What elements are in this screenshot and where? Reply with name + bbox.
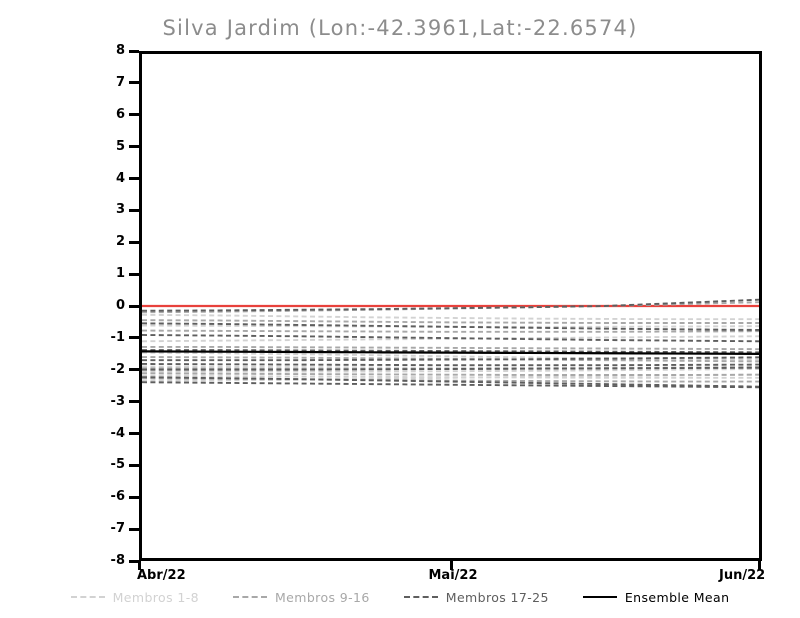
series-line	[142, 357, 759, 360]
y-tick-label: 8	[115, 43, 125, 58]
series-line	[142, 382, 759, 387]
y-tick-label: -1	[110, 329, 125, 345]
series-line	[142, 357, 759, 361]
legend-item[interactable]: Membros 17-25	[403, 589, 549, 605]
chart-legend: Membros 1-8 Membros 9-16 Membros 17-25 Ense…	[0, 587, 800, 607]
y-tick-label: 6	[115, 106, 125, 122]
y-tick-label: 2	[115, 234, 125, 250]
x-tick-label: Abr/22	[137, 568, 186, 583]
y-tick-label: -2	[110, 361, 125, 377]
series-line	[142, 300, 759, 311]
series-line	[142, 323, 759, 330]
series-line	[142, 364, 759, 365]
legend-swatch-icon	[233, 596, 267, 598]
series-line	[142, 326, 759, 327]
y-tick-mark	[129, 559, 139, 563]
y-tick-mark	[129, 272, 139, 276]
series-line	[142, 320, 759, 323]
series-line	[142, 331, 759, 332]
legend-item[interactable]: Ensemble Mean	[582, 589, 730, 605]
y-tick-label: 1	[115, 266, 125, 282]
y-tick-mark	[129, 145, 139, 149]
y-tick-label: 7	[115, 74, 125, 90]
y-tick-label: -8	[110, 553, 125, 568]
y-tick-mark	[129, 495, 139, 499]
plot-svg	[142, 54, 759, 558]
y-tick-label: 4	[115, 170, 125, 186]
series-line	[142, 336, 759, 341]
y-tick-mark	[129, 527, 139, 531]
y-tick-label: -6	[110, 489, 125, 505]
y-tick-label: -7	[110, 521, 125, 537]
series-line	[142, 350, 759, 352]
y-tick-mark	[129, 432, 139, 435]
series-line	[142, 347, 759, 349]
x-tick-mark	[138, 561, 141, 570]
y-tick-mark	[129, 400, 139, 404]
x-tick-mark	[758, 561, 761, 570]
legend-label: Membros 1-8	[112, 589, 199, 605]
series-line	[142, 351, 759, 354]
x-tick-mark	[449, 561, 453, 570]
chart-title: Silva Jardim (Lon:-42.3961,Lat:-22.6574)	[162, 16, 638, 40]
y-tick-mark	[129, 113, 139, 117]
y-tick-label: -5	[110, 457, 125, 473]
series-line	[142, 315, 759, 319]
series-line	[142, 369, 759, 372]
legend-label: Ensemble Mean	[624, 589, 730, 605]
legend-swatch-icon	[582, 595, 617, 599]
y-tick-mark	[129, 336, 139, 340]
series-line	[142, 368, 759, 370]
legend-swatch-icon	[70, 596, 105, 598]
y-tick-mark	[129, 463, 139, 467]
legend-item[interactable]: Membros 1-8	[70, 589, 199, 605]
legend-item[interactable]: Membros 9-16	[233, 590, 370, 605]
y-tick-label: -3	[110, 393, 125, 409]
x-tick-label: Mai/22	[428, 568, 478, 583]
y-tick-label: -4	[110, 425, 125, 441]
legend-label: Membros 17-25	[445, 589, 549, 605]
series-line	[142, 376, 759, 378]
x-tick-label: Jun/22	[719, 568, 766, 583]
y-tick-mark	[129, 177, 139, 180]
y-tick-label: 0	[115, 298, 125, 313]
series-line	[142, 377, 759, 386]
y-tick-mark	[129, 368, 139, 372]
y-tick-mark	[129, 304, 139, 308]
y-tick-mark	[129, 208, 139, 212]
y-tick-label: 3	[115, 202, 125, 218]
y-tick-mark	[129, 81, 139, 85]
legend-label: Membros 9-16	[275, 589, 370, 605]
y-tick-label: 5	[115, 138, 125, 154]
series-line	[142, 373, 759, 375]
plot-area	[139, 51, 762, 561]
series-line	[142, 335, 759, 341]
legend-swatch-icon	[403, 596, 438, 598]
y-tick-mark	[129, 49, 139, 53]
y-tick-mark	[129, 240, 139, 244]
